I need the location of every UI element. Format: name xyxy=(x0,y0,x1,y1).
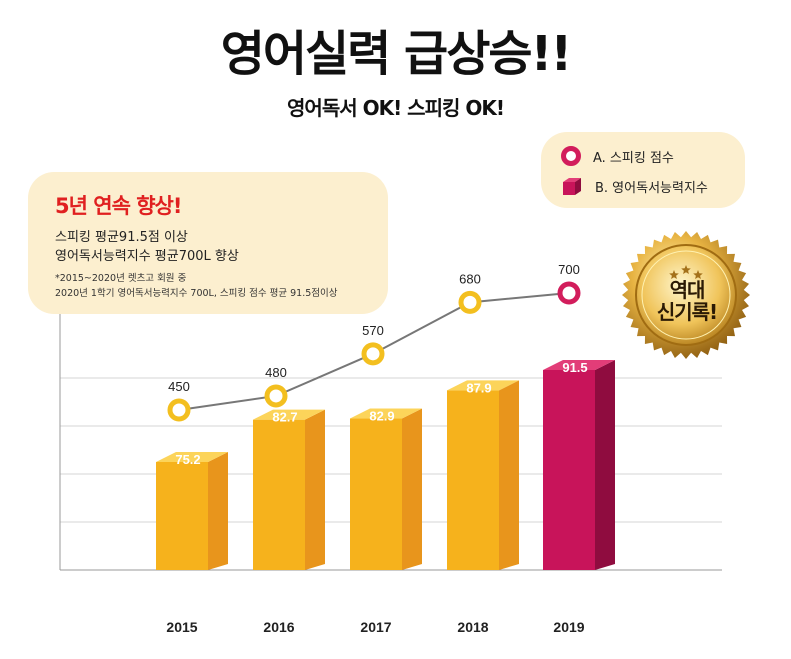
callout-box: 5년 연속 향상! 스피킹 평균91.5점 이상 영어독서능력지수 평균700L… xyxy=(28,172,388,314)
record-badge-line-1: 역대 xyxy=(669,278,706,302)
line-point xyxy=(361,342,385,366)
line-value-label: 480 xyxy=(265,365,287,380)
bar-value-label: 91.5 xyxy=(562,360,587,375)
legend-item-reading: B. 영어독서능력지수 xyxy=(561,176,708,196)
bar-value-label: 82.9 xyxy=(369,409,394,424)
medal-ring xyxy=(641,250,731,340)
page-subtitle: 영어독서 OK! 스피킹 OK! xyxy=(287,96,505,120)
bar-top xyxy=(447,380,519,391)
x-tick-label: 2019 xyxy=(553,619,584,635)
bar-top xyxy=(350,408,422,419)
bar-2016 xyxy=(253,409,325,570)
bar-front xyxy=(253,419,305,570)
callout-note-2: 2020년 1학기 영어독서능력지수 700L, 스피킹 점수 평균 91.5점… xyxy=(55,288,338,299)
bar-2019 xyxy=(543,360,615,570)
bar-front xyxy=(350,418,402,570)
bar-side xyxy=(208,452,228,570)
star-icon xyxy=(681,265,691,274)
bar-2015 xyxy=(156,452,228,570)
line-point xyxy=(264,384,288,408)
x-tick-label: 2015 xyxy=(166,619,197,635)
star-icon xyxy=(693,270,703,279)
line-point xyxy=(557,281,581,305)
callout-line-1: 스피킹 평균91.5점 이상 xyxy=(55,230,188,245)
bar-top xyxy=(156,452,228,462)
bar-side xyxy=(402,408,422,570)
cube-marker-icon xyxy=(561,176,583,196)
bar-side xyxy=(499,380,519,570)
legend-item-speaking: A. 스피킹 점수 xyxy=(561,146,674,166)
bar-2017 xyxy=(350,408,422,570)
bar-front xyxy=(156,462,208,570)
page-title: 영어실력 급상승!! xyxy=(220,26,573,82)
bar-value-label: 82.7 xyxy=(272,410,297,425)
x-tick-label: 2016 xyxy=(263,619,294,635)
line-point xyxy=(458,290,482,314)
callout-note: *2015~2020년 렛츠고 회원 중 2020년 1학기 영어독서능력지수 … xyxy=(55,271,388,301)
legend-speaking-label: A. 스피킹 점수 xyxy=(593,150,674,166)
x-tick-label: 2017 xyxy=(360,619,391,635)
line-value-label: 680 xyxy=(459,271,481,286)
bar-side xyxy=(595,360,615,570)
bar-value-label: 75.2 xyxy=(175,452,200,467)
legend: A. 스피킹 점수 B. 영어독서능력지수 xyxy=(541,132,745,208)
bar-top xyxy=(253,409,325,420)
bar-front xyxy=(447,390,499,570)
bar-2018 xyxy=(447,380,519,570)
line-value-label: 570 xyxy=(362,323,384,338)
callout-headline: 5년 연속 향상! xyxy=(55,194,182,218)
bar-front xyxy=(543,370,595,570)
bar-top xyxy=(543,360,615,370)
x-tick-label: 2018 xyxy=(457,619,488,635)
record-badge-text: 역대 신기록! xyxy=(632,279,742,323)
ring-marker-icon xyxy=(561,146,581,166)
line-value-label: 700 xyxy=(558,262,580,277)
line-value-label: 450 xyxy=(168,379,190,394)
record-badge-line-2: 신기록! xyxy=(656,300,718,324)
legend-reading-label: B. 영어독서능력지수 xyxy=(595,180,708,196)
bar-side xyxy=(305,409,325,570)
star-icon xyxy=(669,270,679,279)
line-point xyxy=(167,398,191,422)
medal-inner xyxy=(635,244,737,346)
callout-line-2: 영어독서능력지수 평균700L 향상 xyxy=(55,249,239,264)
callout-note-1: *2015~2020년 렛츠고 회원 중 xyxy=(55,273,187,284)
bar-value-label: 87.9 xyxy=(466,380,491,395)
